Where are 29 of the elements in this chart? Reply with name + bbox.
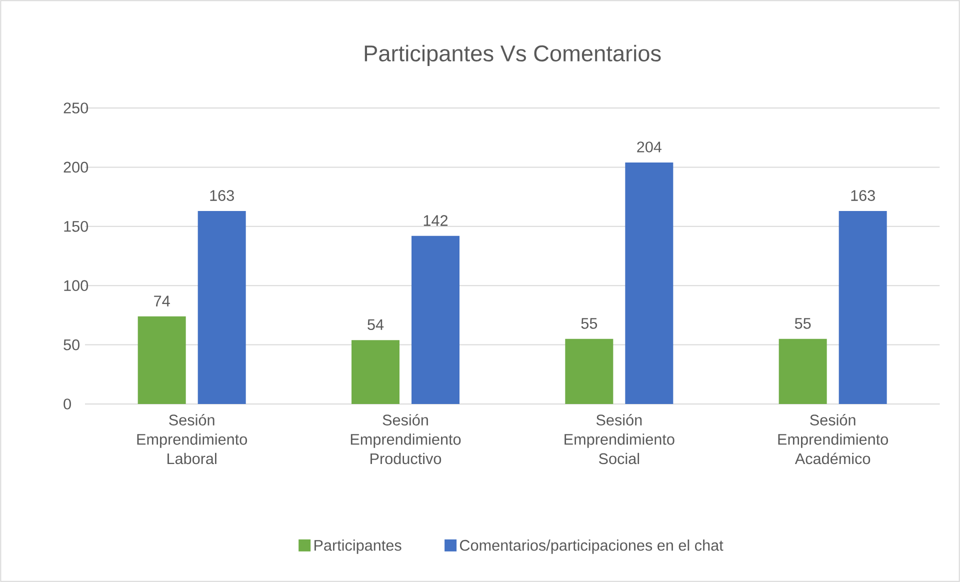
y-tick-label: 150: [64, 220, 88, 232]
y-tick-label: 250: [64, 102, 88, 114]
bar: [352, 340, 400, 404]
data-label: 163: [851, 190, 875, 201]
y-tick-label: 100: [64, 280, 88, 292]
bar: [625, 162, 674, 404]
bar: [778, 338, 827, 404]
legend-label: Comentarios/participaciones en el chat: [460, 540, 724, 554]
y-tick-label: 200: [64, 162, 88, 173]
data-label: 74: [154, 296, 170, 306]
x-tick-label: Sesión Emprendimiento Social: [564, 414, 674, 464]
bar: [198, 211, 246, 404]
x-tick-label: Sesión Emprendimiento Laboral: [137, 414, 247, 464]
x-tick-label: Sesión Emprendimiento Productivo: [350, 414, 461, 464]
chart-title: Participantes Vs Comentarios: [364, 44, 661, 66]
data-label: 163: [210, 190, 234, 201]
bar: [138, 316, 186, 404]
data-label: 55: [794, 318, 811, 329]
data-label: 204: [637, 142, 662, 152]
bar: [565, 338, 614, 404]
legend-label: Participantes: [314, 540, 402, 554]
data-label: 55: [581, 318, 598, 329]
data-label: 54: [368, 319, 384, 330]
y-tick-label: 50: [64, 339, 80, 350]
data-label: 142: [424, 215, 448, 226]
y-tick-label: 0: [64, 398, 71, 410]
x-tick-label: Sesión Emprendimiento Académico: [778, 414, 888, 464]
bar: [838, 211, 887, 404]
bar: [412, 236, 460, 404]
